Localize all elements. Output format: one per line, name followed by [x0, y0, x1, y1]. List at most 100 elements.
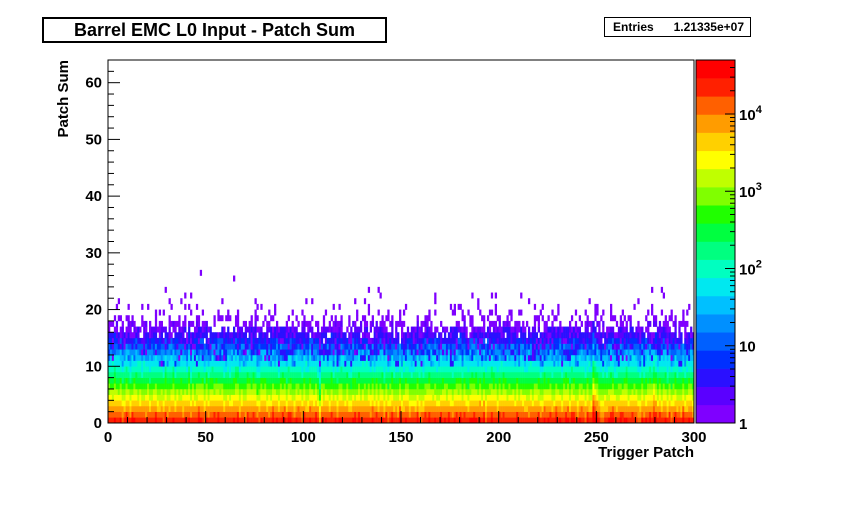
heatmap-cell — [455, 400, 458, 407]
heatmap-cell — [567, 343, 570, 350]
heatmap-cell — [320, 388, 324, 395]
heatmap-cell — [623, 400, 626, 407]
heatmap-cell — [297, 400, 300, 407]
heatmap-cell — [184, 417, 187, 424]
heatmap-cell — [504, 377, 507, 384]
heatmap-cell — [309, 343, 312, 350]
heatmap-cell — [315, 360, 318, 367]
heatmap-cell — [238, 394, 242, 401]
heatmap-cell — [608, 337, 611, 344]
heatmap-cell — [373, 417, 376, 424]
heatmap-cell — [647, 337, 650, 344]
heatmap-cell — [625, 320, 628, 327]
heatmap-cell — [125, 400, 128, 407]
heatmap-cell — [162, 371, 165, 378]
heatmap-cell — [494, 337, 498, 344]
heatmap-cell — [449, 337, 453, 344]
heatmap-cell — [453, 360, 456, 367]
heatmap-cell — [221, 326, 224, 333]
heatmap-cell — [133, 343, 136, 350]
heatmap-cell — [236, 309, 240, 316]
heatmap-cell — [559, 405, 562, 412]
heatmap-cell — [180, 377, 183, 384]
heatmap-cell — [576, 337, 580, 344]
heatmap-cell — [625, 349, 628, 356]
heatmap-cell — [385, 337, 388, 344]
heatmap-cell — [234, 377, 238, 384]
heatmap-cell — [303, 388, 306, 395]
heatmap-cell — [547, 405, 550, 412]
heatmap-cell — [418, 354, 421, 361]
heatmap-cell — [506, 326, 509, 333]
heatmap-cell — [633, 366, 636, 373]
heatmap-cell — [459, 411, 462, 418]
heatmap-cell — [369, 400, 372, 407]
heatmap-cell — [152, 366, 156, 373]
heatmap-cell — [426, 315, 429, 322]
heatmap-cell — [313, 349, 316, 356]
heatmap-cell — [443, 377, 447, 384]
heatmap-cell — [250, 377, 253, 384]
heatmap-cell — [244, 349, 247, 356]
heatmap-cell — [272, 326, 275, 333]
heatmap-cell — [608, 366, 611, 373]
heatmap-cell — [570, 337, 574, 344]
heatmap-cell — [559, 343, 562, 350]
heatmap-cell — [375, 343, 378, 350]
heatmap-cell — [486, 332, 490, 339]
heatmap-cell — [520, 371, 523, 378]
heatmap-cell — [457, 360, 460, 367]
heatmap-cell — [219, 332, 222, 339]
heatmap-cell — [527, 332, 531, 339]
heatmap-cell — [129, 400, 132, 407]
heatmap-cell — [199, 269, 203, 276]
heatmap-cell — [141, 303, 144, 310]
heatmap-cell — [434, 405, 437, 412]
heatmap-cell — [492, 360, 496, 367]
heatmap-cell — [588, 411, 591, 418]
heatmap-cell — [387, 371, 390, 378]
heatmap-cell — [149, 337, 152, 344]
heatmap-cell — [172, 354, 175, 361]
heatmap-cell — [615, 366, 619, 373]
heatmap-cell — [301, 383, 304, 390]
heatmap-cell — [307, 411, 310, 418]
heatmap-cell — [459, 388, 462, 395]
heatmap-cell — [420, 349, 423, 356]
heatmap-cell — [526, 360, 529, 367]
heatmap-cell — [320, 405, 324, 412]
heatmap-cell — [469, 360, 472, 367]
heatmap-cell — [201, 377, 205, 384]
heatmap-cell — [231, 354, 234, 361]
heatmap-cell — [301, 337, 304, 344]
heatmap-cell — [336, 326, 339, 333]
heatmap-cell — [643, 417, 646, 424]
heatmap-cell — [221, 366, 224, 373]
heatmap-cell — [115, 332, 119, 339]
heatmap-cell — [422, 405, 425, 412]
heatmap-cell — [613, 417, 617, 424]
heatmap-cell — [516, 400, 519, 407]
heatmap-cell — [418, 411, 421, 418]
heatmap-cell — [252, 360, 255, 367]
heatmap-cell — [170, 337, 173, 344]
heatmap-cell — [404, 377, 408, 384]
heatmap-cell — [250, 360, 253, 367]
heatmap-cell — [635, 366, 638, 373]
heatmap-cell — [109, 405, 113, 412]
heatmap-cell — [348, 337, 351, 344]
heatmap-cell — [651, 371, 654, 378]
heatmap-cell — [608, 400, 611, 407]
heatmap-cell — [514, 366, 517, 373]
heatmap-cell — [610, 326, 613, 333]
heatmap-cell — [563, 349, 566, 356]
heatmap-cell — [504, 411, 507, 418]
heatmap-cell — [371, 411, 374, 418]
heatmap-cell — [602, 383, 605, 390]
heatmap-cell — [211, 349, 214, 356]
heatmap-cell — [551, 400, 554, 407]
heatmap-cell — [293, 332, 296, 339]
heatmap-cell — [287, 383, 290, 390]
heatmap-cell — [580, 320, 583, 327]
heatmap-cell — [649, 349, 652, 356]
